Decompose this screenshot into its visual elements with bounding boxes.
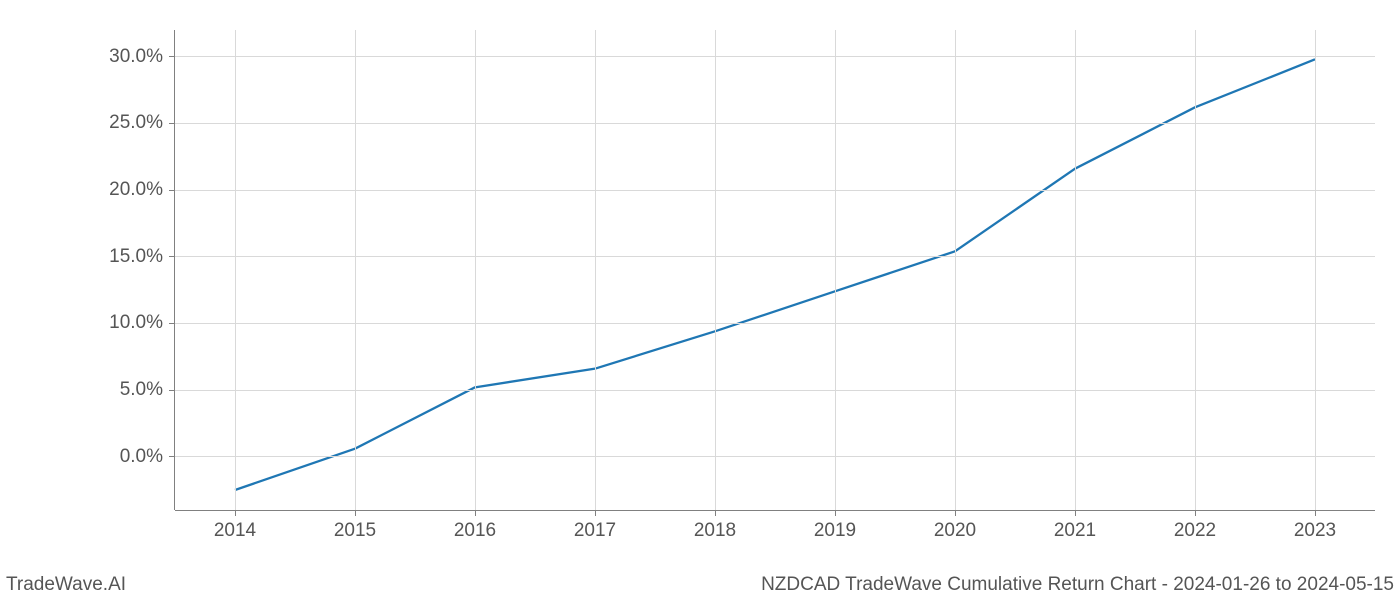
x-tick-label: 2019 <box>814 520 856 542</box>
x-tick-label: 2016 <box>454 520 496 542</box>
x-tick-label: 2023 <box>1294 520 1336 542</box>
footer-right: NZDCAD TradeWave Cumulative Return Chart… <box>761 574 1394 596</box>
grid-line-horizontal <box>175 190 1375 191</box>
grid-line-horizontal <box>175 456 1375 457</box>
grid-line-horizontal <box>175 323 1375 324</box>
grid-line-horizontal <box>175 256 1375 257</box>
y-tick-label: 15.0% <box>109 246 163 268</box>
footer-left: TradeWave.AI <box>6 574 126 596</box>
y-tick-label: 5.0% <box>120 379 163 401</box>
grid-line-horizontal <box>175 123 1375 124</box>
x-tick-label: 2022 <box>1174 520 1216 542</box>
x-tick-label: 2018 <box>694 520 736 542</box>
grid-line-horizontal <box>175 56 1375 57</box>
y-axis-spine <box>174 30 175 510</box>
x-tick-label: 2017 <box>574 520 616 542</box>
grid-line-vertical <box>475 30 476 510</box>
grid-line-horizontal <box>175 390 1375 391</box>
x-axis-spine <box>175 510 1375 511</box>
grid-line-vertical <box>835 30 836 510</box>
x-tick-label: 2014 <box>214 520 256 542</box>
grid-line-vertical <box>595 30 596 510</box>
grid-line-vertical <box>235 30 236 510</box>
x-tick-label: 2021 <box>1054 520 1096 542</box>
grid-line-vertical <box>1315 30 1316 510</box>
y-tick-label: 20.0% <box>109 179 163 201</box>
grid-line-vertical <box>355 30 356 510</box>
grid-line-vertical <box>1075 30 1076 510</box>
x-tick-label: 2015 <box>334 520 376 542</box>
y-tick-label: 10.0% <box>109 312 163 334</box>
grid-line-vertical <box>715 30 716 510</box>
grid-line-vertical <box>955 30 956 510</box>
y-tick-label: 25.0% <box>109 112 163 134</box>
y-tick-label: 0.0% <box>120 446 163 468</box>
y-tick-label: 30.0% <box>109 46 163 68</box>
grid-line-vertical <box>1195 30 1196 510</box>
x-tick-label: 2020 <box>934 520 976 542</box>
